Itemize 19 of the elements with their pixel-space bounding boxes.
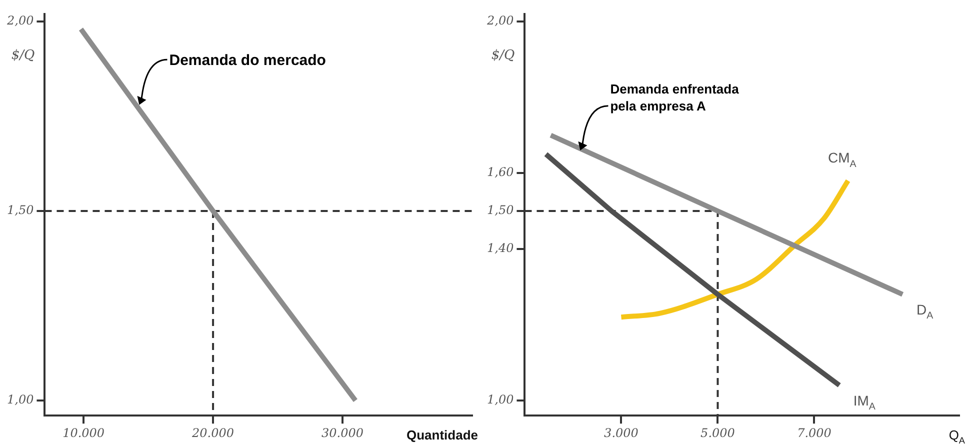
y-tick-label: 2,00 <box>6 14 34 28</box>
x-tick-label: 3.000 <box>604 426 639 440</box>
y-tick-label: 1,50 <box>487 203 514 218</box>
x-tick-label: 10.000 <box>62 426 105 440</box>
y-axis-title: $/Q <box>491 48 516 63</box>
y-tick-label: 1,60 <box>487 165 514 180</box>
x-tick-label: 20.000 <box>191 426 234 440</box>
y-tick-label: 1,50 <box>7 203 34 218</box>
annotation: Demanda enfrentada pela empresa A <box>610 81 740 114</box>
y-tick-label: 1,00 <box>7 392 34 407</box>
x-axis-title: Quantidade <box>406 428 478 443</box>
y-tick-label: 1,00 <box>487 392 514 407</box>
y-tick-label: 2,00 <box>486 14 514 28</box>
annotation: Demanda do mercado <box>169 52 326 69</box>
x-tick-label: 7.000 <box>797 426 832 440</box>
y-axis-title: $/Q <box>11 48 36 63</box>
x-tick-label: 30.000 <box>322 426 364 440</box>
x-tick-label: 5.000 <box>700 426 736 440</box>
y-tick-label: 1,40 <box>487 241 514 256</box>
